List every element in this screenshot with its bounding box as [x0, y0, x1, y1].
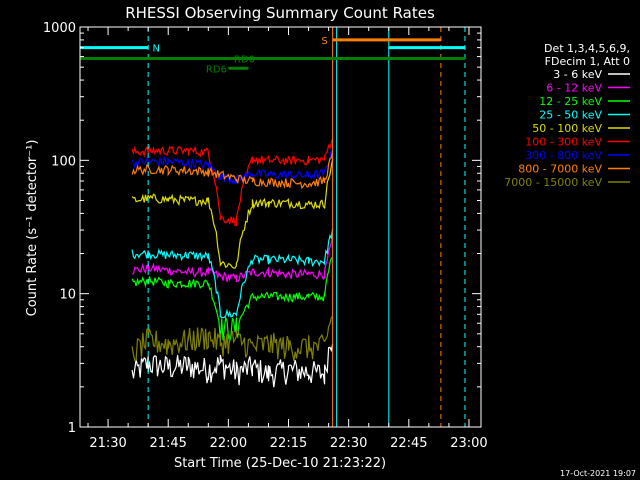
legend-label: 800 - 7000 keV	[518, 163, 602, 176]
legend-label: 100 - 300 keV	[525, 136, 602, 149]
legend-label: 300 - 800 keV	[525, 149, 602, 162]
legend-header-line: FDecim 1, Att 0	[545, 55, 630, 68]
plot-area: N S RD0 RD6	[79, 27, 466, 427]
series-line-2	[132, 237, 334, 283]
y-axis-label: Count Rate (s⁻¹ detector⁻¹)	[25, 140, 40, 317]
chart-title: RHESSI Observing Summary Count Rates	[125, 4, 435, 22]
series-line-1	[131, 344, 334, 388]
series-line-8	[131, 151, 334, 190]
y-tick-label: 100	[51, 154, 76, 169]
state-label-rd6: RD6	[206, 64, 227, 75]
series-line-5	[131, 158, 334, 269]
y-tick-label: 1	[68, 421, 76, 436]
x-tick-label: 23:00	[450, 436, 487, 451]
series-line-3	[131, 257, 333, 344]
x-tick-label: 22:30	[330, 436, 367, 451]
x-tick-label: 21:45	[149, 436, 186, 451]
x-tick-label: 22:15	[270, 436, 307, 451]
footer-date: 17-Oct-2021 19:07	[560, 469, 636, 478]
legend: Det 1,3,4,5,6,9,FDecim 1, Att 03 - 6 keV…	[504, 42, 630, 189]
legend-header-line: Det 1,3,4,5,6,9,	[544, 42, 630, 55]
x-tick-label: 21:30	[89, 436, 126, 451]
x-tick-label: 22:00	[210, 436, 247, 451]
state-label-rd0: RD0	[234, 55, 255, 66]
legend-label: 50 - 100 keV	[532, 122, 602, 135]
x-tick-label: 22:45	[390, 436, 427, 451]
legend-label: 25 - 50 keV	[539, 109, 602, 122]
series-line-9	[131, 316, 333, 362]
y-tick-label: 1000	[43, 21, 76, 36]
plot-frame	[79, 26, 482, 428]
legend-label: 7000 - 15000 keV	[504, 176, 602, 189]
legend-label: 12 - 25 keV	[539, 95, 602, 108]
axes: 1 10 100 1000 21:30 21:45 22:00 22:15 22:30 22:45…	[43, 21, 488, 451]
legend-label: 3 - 6 keV	[553, 68, 602, 81]
series-line-7	[131, 148, 334, 186]
legend-label: 6 - 12 keV	[546, 82, 602, 95]
y-tick-label: 10	[59, 288, 76, 303]
state-label-n: N	[152, 44, 159, 55]
state-label-s: S	[321, 36, 327, 47]
series-line-4	[131, 228, 334, 319]
x-axis-label: Start Time (25-Dec-10 21:23:22)	[174, 456, 386, 471]
series-line-6	[131, 137, 334, 227]
